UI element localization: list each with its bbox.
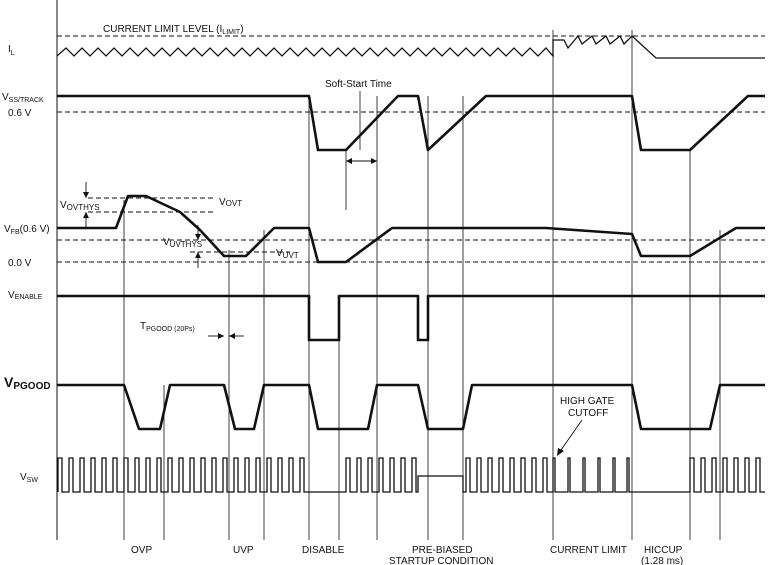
vsw-waveform xyxy=(57,457,765,493)
vpgood-waveform xyxy=(57,383,765,431)
vsw-label: VSW xyxy=(20,472,38,484)
vovthys-arrows xyxy=(83,182,89,228)
vss-waveform xyxy=(57,94,765,152)
soft-start-time-arrow xyxy=(346,158,377,164)
venable-label: VENABLE xyxy=(8,290,43,301)
tpgood-arrows xyxy=(208,333,244,339)
v00-label: 0.0 V xyxy=(8,258,32,269)
vuvthys-label: VUVTHYS xyxy=(163,237,202,249)
vovt-label: VOVT xyxy=(219,197,242,208)
event-disable: DISABLE xyxy=(302,545,345,556)
high-gate-line1: HIGH GATE xyxy=(560,396,615,407)
vss-label: VSS/TRACK xyxy=(2,92,44,104)
event-marker-lines xyxy=(123,30,721,540)
high-gate-line2: CUTOFF xyxy=(568,408,608,419)
vfb-label: VFB(0.6 V) xyxy=(4,224,50,236)
event-hiccup-line2: (1.28 ms) xyxy=(641,556,683,565)
soft-start-time-label: Soft-Start Time xyxy=(325,79,392,90)
il-waveform xyxy=(56,34,765,59)
il-label: IL xyxy=(8,44,15,57)
event-current-limit: CURRENT LIMIT xyxy=(550,545,627,556)
event-prebiased-line1: PRE-BIASED xyxy=(412,545,473,556)
event-prebiased-line2: STARTUP CONDITION xyxy=(389,556,493,565)
event-hiccup-line1: HICCUP xyxy=(644,545,683,556)
event-ovp: OVP xyxy=(131,545,152,556)
vovthys-label: VOVTHYS xyxy=(60,200,100,212)
v06-label: 0.6 V xyxy=(8,108,32,119)
venable-waveform xyxy=(57,294,765,342)
current-limit-level-label: CURRENT LIMIT LEVEL (ILIMIT) xyxy=(103,24,244,36)
vfb-waveform xyxy=(57,194,765,264)
high-gate-arrow xyxy=(557,419,583,456)
vpgood-label: VPGOOD xyxy=(4,374,51,392)
vuvt-label: VUVT xyxy=(276,248,299,260)
tpgood-label: TPGOOD (20Ps) xyxy=(140,321,195,333)
event-uvp: UVP xyxy=(233,545,254,556)
